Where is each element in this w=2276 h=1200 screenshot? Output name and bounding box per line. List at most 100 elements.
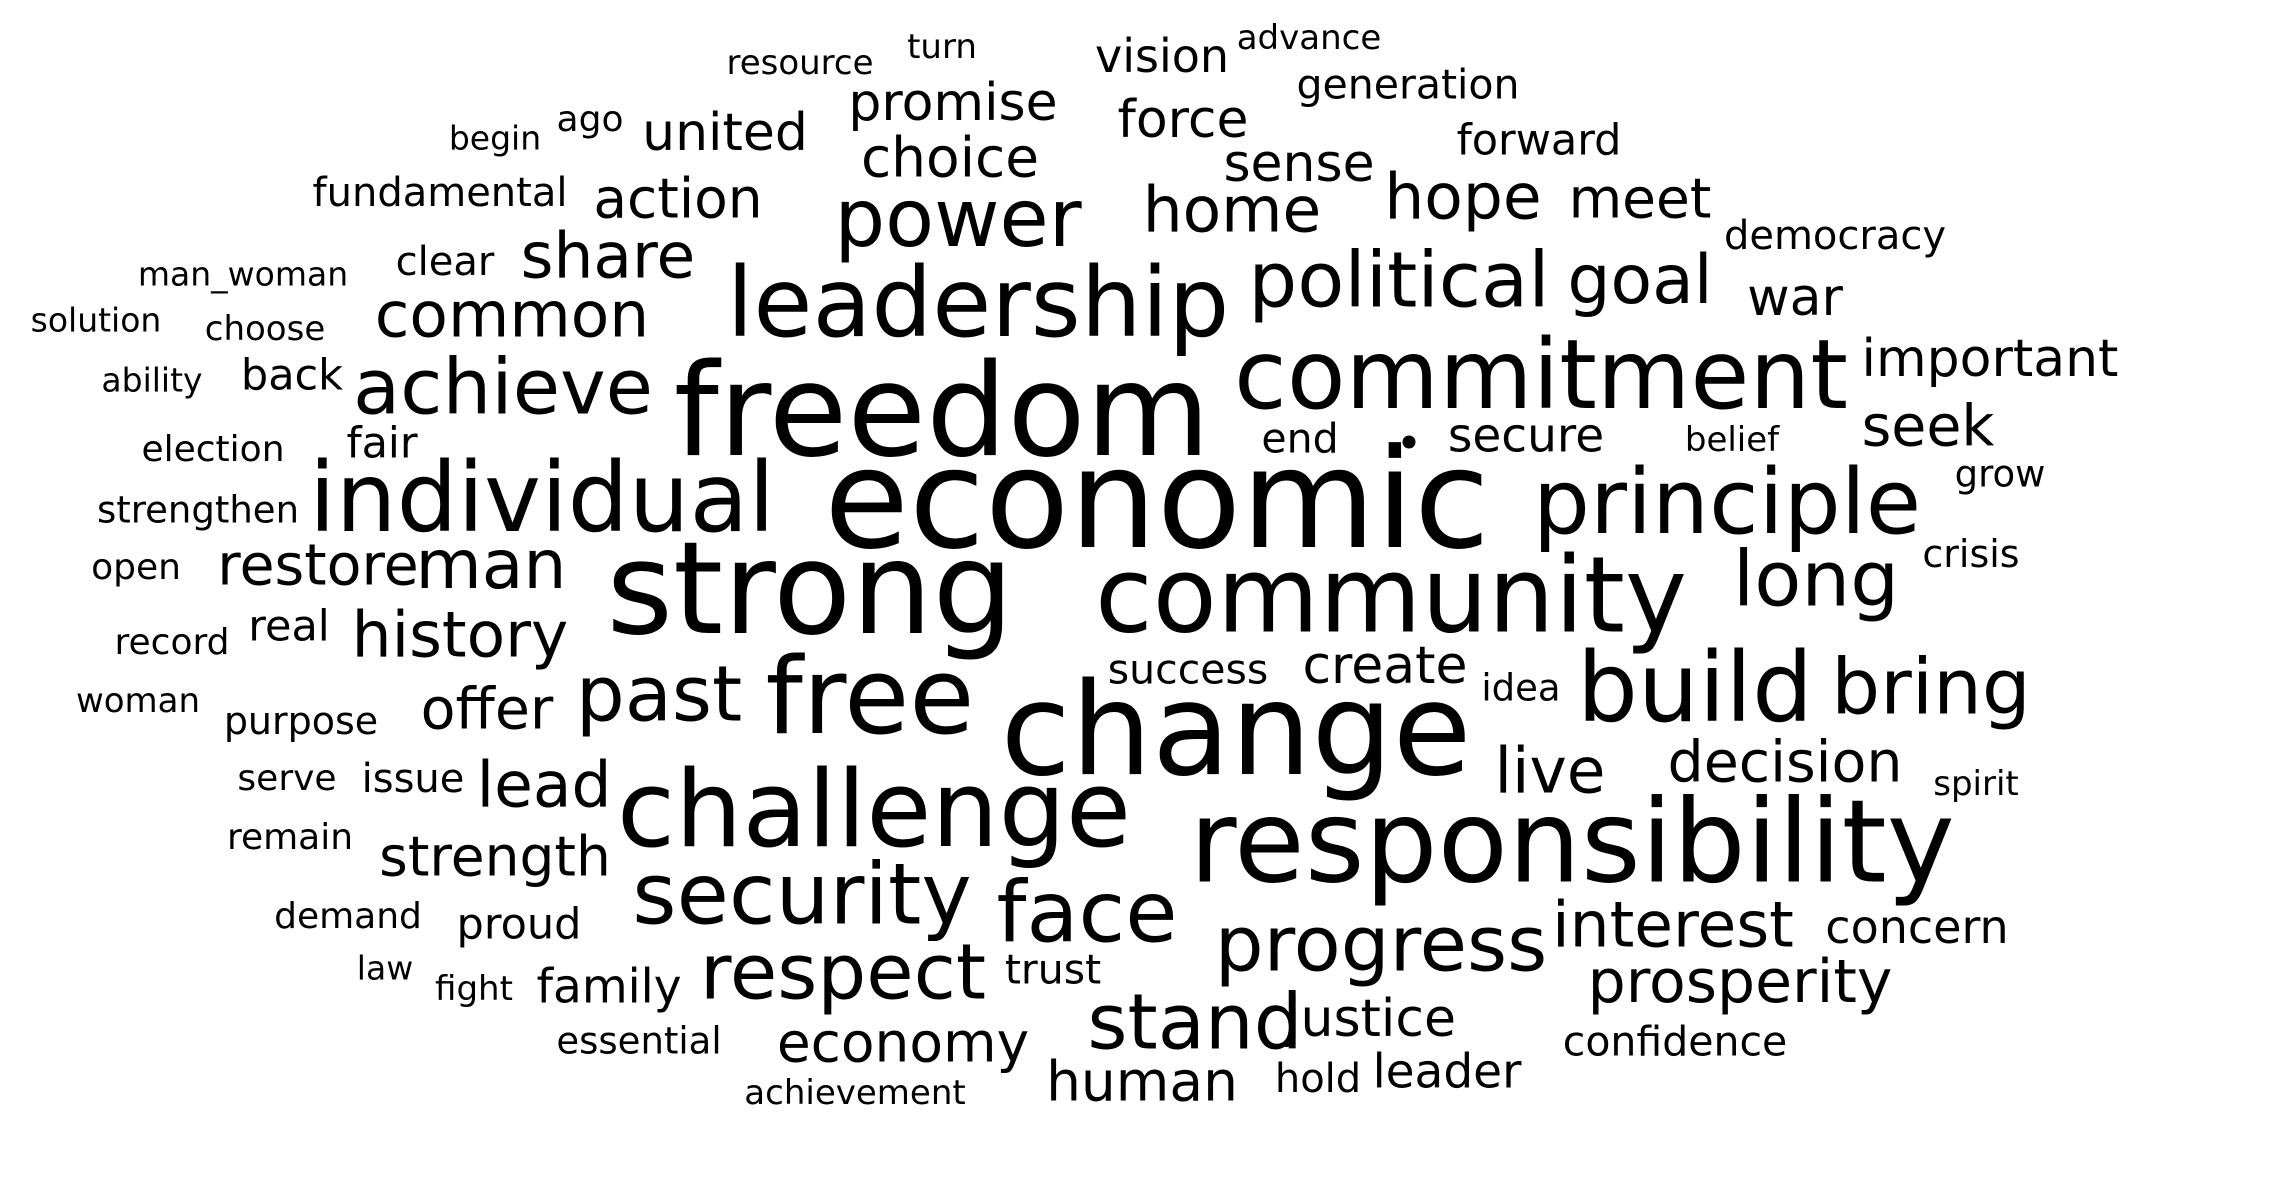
cloud-word-forward: forward [1456, 115, 1622, 166]
cloud-word-force: force [1117, 90, 1249, 150]
cloud-word-create: create [1302, 636, 1468, 696]
cloud-word-prosperity: prosperity [1587, 947, 1893, 1017]
cloud-word-meet: meet [1568, 166, 1712, 231]
cloud-word-stand: stand [1087, 978, 1303, 1068]
cloud-word-strengthen: strengthen [96, 488, 300, 532]
cloud-word-lead: lead [476, 748, 612, 822]
cloud-word-election: election [141, 429, 285, 470]
cloud-word-goal: goal [1567, 241, 1713, 320]
cloud-word-grow: grow [1954, 452, 2046, 496]
cloud-word-decision: decision [1667, 729, 1903, 796]
cloud-word-vision: vision [1094, 29, 1230, 83]
cloud-word-remain: remain [226, 817, 354, 858]
cloud-word-important: important [1861, 329, 2119, 389]
cloud-word-long: long [1732, 535, 1900, 625]
cloud-word-back: back [240, 350, 344, 401]
cloud-word-crisis: crisis [1922, 532, 2020, 576]
cloud-word-advance: advance [1236, 18, 1382, 58]
cloud-word-record: record [114, 622, 230, 663]
cloud-word-security: security [632, 845, 972, 945]
cloud-word-economy: economy [776, 1010, 1030, 1075]
cloud-word-spirit: spirit [1933, 764, 2019, 804]
cloud-word-offer: offer [420, 676, 554, 743]
cloud-word-home: home [1142, 173, 1322, 247]
cloud-word-past: past [575, 650, 743, 740]
cloud-word-leadership: leadership [726, 247, 1230, 359]
cloud-word-idea: idea [1481, 666, 1561, 710]
cloud-word-leader: leader [1372, 1044, 1522, 1100]
cloud-word-respect: respect [699, 928, 987, 1018]
cloud-word-united: united [642, 103, 808, 163]
cloud-word-fundamental: fundamental [312, 170, 568, 216]
cloud-word-choice: choice [860, 125, 1040, 190]
cloud-word-concern: concern [1825, 900, 2009, 954]
cloud-word-power: power [834, 172, 1082, 265]
cloud-word-hold: hold [1274, 1056, 1362, 1102]
cloud-word-achieve: achieve [352, 343, 654, 433]
cloud-word-open: open [91, 547, 181, 588]
cloud-word-progress: progress [1214, 900, 1548, 990]
cloud-word-freedom: freedom [673, 337, 1211, 486]
cloud-word-man: man [415, 526, 567, 605]
cloud-word-human: human [1046, 1049, 1238, 1114]
cloud-word-man-woman: man_woman [137, 254, 349, 294]
cloud-word-law: law [356, 948, 414, 988]
cloud-word-challenge: challenge [616, 748, 1132, 871]
cloud-word-confidence: confidence [1562, 1017, 1788, 1066]
cloud-word-end: end [1261, 414, 1339, 463]
cloud-word-proud: proud [456, 899, 582, 950]
cloud-word-family: family [536, 959, 682, 1015]
cloud-word-solution: solution [30, 300, 162, 340]
cloud-word-secure: secure [1447, 408, 1605, 464]
cloud-word-real: real [248, 601, 330, 652]
cloud-word-history: history [351, 598, 569, 672]
cloud-word-change: change [1000, 656, 1472, 805]
cloud-word-resource: resource [726, 43, 874, 83]
cloud-word-common: common [374, 278, 650, 352]
cloud-word-fight: fight [435, 969, 513, 1009]
cloud-word-serve: serve [237, 758, 337, 799]
cloud-word-fair: fair [346, 418, 418, 469]
cloud-word-demand: demand [274, 896, 422, 937]
cloud-word-purpose: purpose [223, 699, 379, 743]
cloud-word-bring: bring [1831, 643, 2031, 733]
cloud-word-face: face [996, 863, 1178, 963]
cloud-word-interest: interest [1552, 888, 1794, 962]
cloud-word-sense: sense [1223, 134, 1375, 194]
cloud-word-ability: ability [101, 360, 203, 400]
cloud-word-individual: individual [309, 442, 775, 554]
cloud-word-free: free [765, 635, 975, 758]
cloud-word-build: build [1576, 632, 1814, 744]
cloud-word-choose: choose [204, 309, 326, 349]
cloud-word-justice: justice [1286, 989, 1456, 1049]
cloud-word-action: action [593, 166, 763, 231]
decorative-dot [1402, 435, 1416, 449]
cloud-word-essential: essential [556, 1019, 722, 1063]
cloud-word-democracy: democracy [1723, 213, 1947, 259]
cloud-word-issue: issue [361, 756, 465, 802]
cloud-word-generation: generation [1296, 60, 1520, 109]
cloud-word-strength: strength [379, 824, 611, 889]
cloud-word-live: live [1494, 734, 1606, 808]
cloud-word-turn: turn [907, 27, 977, 67]
cloud-word-community: community [1094, 534, 1688, 657]
cloud-word-trust: trust [1004, 945, 1102, 994]
cloud-word-war: war [1747, 268, 1843, 328]
cloud-word-share: share [520, 219, 696, 293]
cloud-word-begin: begin [448, 118, 542, 158]
cloud-word-woman: woman [75, 681, 201, 721]
cloud-word-strong: strong [606, 515, 1014, 664]
cloud-word-success: success [1107, 645, 1269, 694]
cloud-word-seek: seek [1861, 393, 1995, 460]
cloud-word-ago: ago [556, 99, 624, 140]
cloud-word-belief: belief [1684, 420, 1780, 460]
cloud-word-commitment: commitment [1234, 319, 1848, 431]
cloud-word-promise: promise [848, 73, 1058, 133]
cloud-word-achievement: achievement [744, 1073, 966, 1113]
cloud-word-responsibility: responsibility [1189, 775, 1955, 910]
cloud-word-economic: economic [824, 419, 1490, 580]
cloud-word-clear: clear [395, 239, 495, 285]
cloud-word-hope: hope [1384, 160, 1542, 234]
cloud-word-political: political [1248, 236, 1550, 326]
